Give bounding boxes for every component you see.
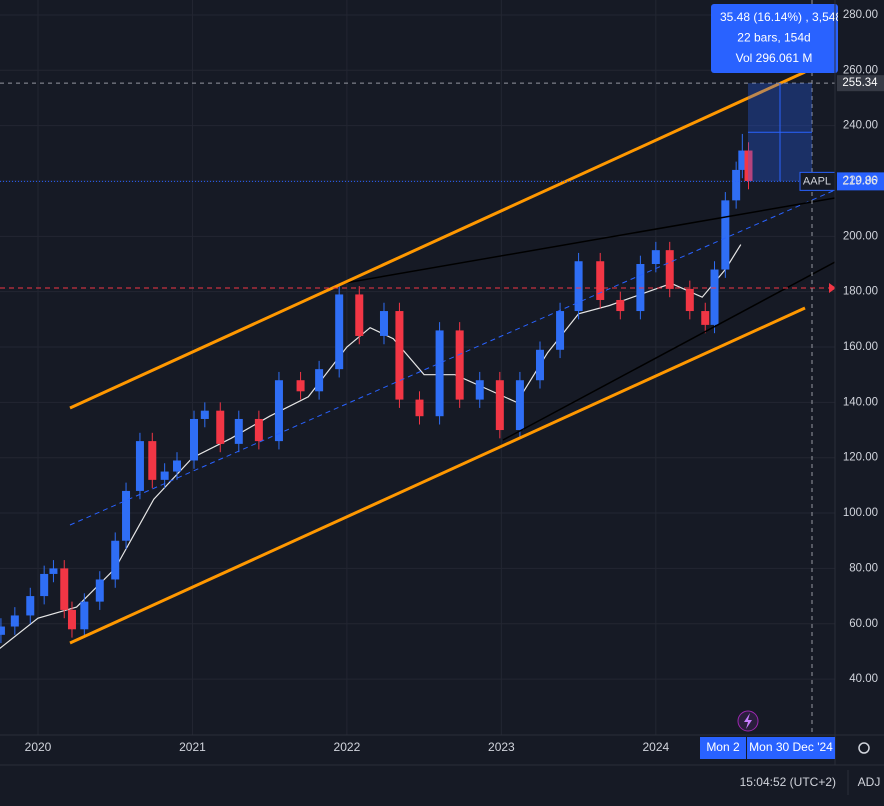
candle-body bbox=[148, 441, 157, 480]
measure-tooltip bbox=[711, 4, 838, 73]
trend-line bbox=[502, 261, 835, 441]
candle-body bbox=[40, 573, 49, 597]
y-tick-label: 260.00 bbox=[843, 64, 878, 76]
candle-body bbox=[60, 568, 69, 610]
moving-average bbox=[0, 244, 742, 649]
settings-icon[interactable] bbox=[858, 742, 870, 754]
candle-body bbox=[80, 601, 89, 630]
candle-body bbox=[738, 150, 747, 170]
candle-body bbox=[122, 490, 131, 541]
cursor-end-box bbox=[747, 737, 835, 759]
candle-body bbox=[415, 399, 424, 417]
candle-body bbox=[189, 418, 198, 461]
candle-body bbox=[67, 609, 76, 630]
candle-body bbox=[395, 311, 404, 400]
measure: 255.34 219.86 AAPL 35.48 (16.14%) , 3,548 22… bbox=[0, 4, 884, 191]
y-tick-label: 100.00 bbox=[843, 507, 878, 519]
measure-text: 22 bars, 154d bbox=[737, 31, 810, 45]
y-tick-label: 160.00 bbox=[843, 341, 878, 353]
y-tick-label: 280.00 bbox=[843, 9, 878, 21]
candle-body bbox=[732, 169, 741, 201]
candle-body bbox=[111, 540, 120, 580]
measure-tooltip-text: 35.48 (16.14%) , 3,548 22 bars, 154d Vol 2… bbox=[720, 10, 842, 65]
candle-body bbox=[495, 380, 504, 431]
candle-body bbox=[49, 568, 58, 574]
measure-price-label: 255.34 bbox=[842, 77, 878, 89]
candle-body bbox=[515, 380, 524, 431]
cursor-start: Mon 2 bbox=[706, 740, 740, 754]
candle-body bbox=[135, 441, 144, 491]
candle-body bbox=[355, 294, 364, 336]
candle-body bbox=[95, 579, 104, 602]
adj-toggle[interactable]: ADJ bbox=[858, 775, 881, 789]
candle-body bbox=[173, 460, 182, 472]
candle-body bbox=[335, 294, 344, 370]
event-bolt bbox=[744, 713, 752, 729]
candle-body bbox=[744, 150, 753, 181]
last-price-box bbox=[837, 172, 884, 191]
candle-body bbox=[535, 349, 544, 381]
candle-body bbox=[274, 380, 283, 442]
x-tick-label: 2020 bbox=[25, 740, 52, 754]
cursor-end: Mon 30 Dec '24 bbox=[749, 740, 833, 754]
candle-body bbox=[685, 288, 694, 312]
drawings bbox=[0, 0, 835, 735]
y-tick-label: 220.00 bbox=[843, 175, 878, 187]
y-tick-label: 200.00 bbox=[843, 230, 878, 242]
candle-body bbox=[234, 418, 243, 444]
trend-line bbox=[344, 197, 835, 284]
last-price-label: 219.86 bbox=[842, 175, 877, 187]
crosshair-arrow bbox=[829, 283, 835, 293]
y-tick-label: 240.00 bbox=[843, 120, 878, 132]
y-tick-label: 120.00 bbox=[843, 452, 878, 464]
candles bbox=[0, 133, 753, 644]
x-tick-label: 2021 bbox=[179, 740, 206, 754]
candle-body bbox=[475, 380, 484, 400]
candle-body bbox=[710, 269, 719, 325]
x-tick-label: 2024 bbox=[642, 740, 669, 754]
candle-body bbox=[721, 200, 730, 270]
y-tick-label: 40.00 bbox=[849, 673, 878, 685]
candle-body bbox=[379, 311, 388, 336]
channel-lower bbox=[69, 306, 806, 645]
candle-body bbox=[665, 250, 674, 289]
candle-body bbox=[596, 261, 605, 300]
candle-body bbox=[651, 250, 660, 265]
ma-line bbox=[0, 244, 742, 649]
x-tick-label: 2023 bbox=[488, 740, 515, 754]
channel-upper bbox=[69, 70, 806, 410]
symbol-label: AAPL bbox=[803, 175, 831, 187]
measure-text: Vol 296.061 M bbox=[736, 51, 813, 65]
candle-body bbox=[701, 311, 710, 325]
candle-body bbox=[0, 626, 5, 635]
candle-body bbox=[574, 261, 583, 312]
candle-body bbox=[455, 330, 464, 400]
candle-body bbox=[556, 311, 565, 350]
candle-body bbox=[26, 596, 35, 616]
candle-body bbox=[254, 418, 263, 442]
candle-body bbox=[160, 471, 169, 480]
y-tick-label: 60.00 bbox=[849, 618, 878, 630]
measure-text: 35.48 (16.14%) , 3,548 bbox=[720, 10, 842, 24]
candle-body bbox=[10, 615, 19, 627]
candle-body bbox=[216, 410, 225, 444]
candle-body bbox=[616, 299, 625, 312]
x-tick-label: 2022 bbox=[334, 740, 361, 754]
y-tick-label: 80.00 bbox=[849, 562, 878, 574]
candle-body bbox=[200, 410, 209, 419]
measure-price-box bbox=[837, 75, 884, 92]
candle-body bbox=[315, 369, 324, 392]
y-tick-label: 140.00 bbox=[843, 396, 878, 408]
clock[interactable]: 15:04:52 (UTC+2) bbox=[740, 775, 836, 789]
cursor-start-box bbox=[700, 737, 746, 759]
y-tick-label: 180.00 bbox=[843, 286, 878, 298]
candle-body bbox=[296, 380, 305, 392]
candle-body bbox=[435, 330, 444, 417]
trend-dashed bbox=[69, 189, 835, 526]
